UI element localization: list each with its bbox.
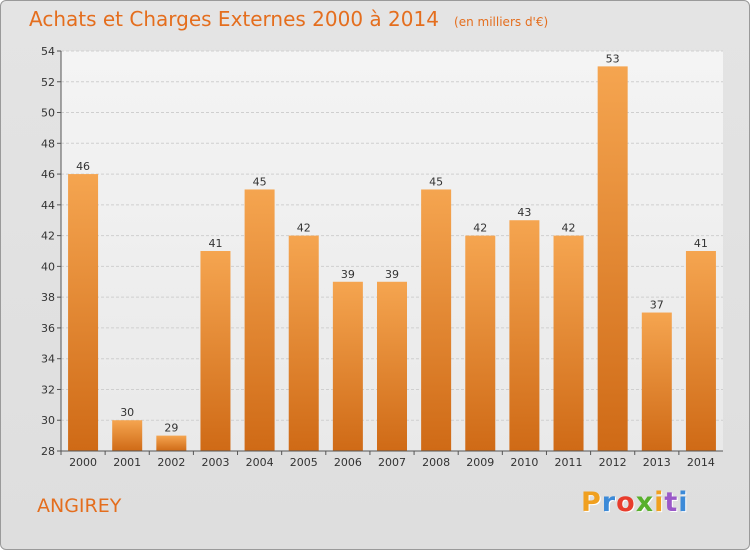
bar-2011 [553, 235, 584, 451]
value-label: 45 [253, 175, 267, 188]
x-tick-label: 2000 [69, 456, 97, 469]
x-tick-label: 2013 [643, 456, 671, 469]
x-tick-label: 2011 [555, 456, 583, 469]
y-tick-label: 50 [41, 107, 55, 120]
y-tick-label: 32 [41, 383, 55, 396]
value-label: 39 [341, 268, 355, 281]
value-label: 45 [429, 175, 443, 188]
title-main: Achats et Charges Externes 2000 à 2014 [29, 7, 439, 31]
title-unit: (en milliers d'€) [454, 15, 549, 29]
y-tick-label: 38 [41, 291, 55, 304]
x-tick-label: 2009 [466, 456, 494, 469]
value-label: 39 [385, 268, 399, 281]
y-tick-label: 42 [41, 230, 55, 243]
value-label: 42 [473, 222, 487, 235]
bar-2001 [112, 420, 143, 451]
bar-2010 [509, 220, 540, 451]
city-name: ANGIREY [37, 495, 122, 517]
y-tick-label: 48 [41, 137, 55, 150]
value-label: 53 [606, 52, 620, 65]
bar-2008 [421, 189, 452, 451]
x-tick-label: 2008 [422, 456, 450, 469]
logo-letter: P [581, 487, 602, 518]
value-label: 37 [650, 299, 664, 312]
value-label: 42 [297, 222, 311, 235]
x-tick-label: 2004 [246, 456, 274, 469]
bar-2004 [244, 189, 275, 451]
bar-2014 [685, 251, 716, 451]
x-tick-label: 2002 [157, 456, 185, 469]
value-label: 46 [76, 160, 90, 173]
bar-2007 [377, 281, 407, 451]
y-tick-label: 46 [41, 168, 55, 181]
bar-2000 [68, 174, 99, 452]
x-tick-label: 2001 [113, 456, 141, 469]
y-tick-label: 30 [41, 414, 55, 427]
value-label: 42 [562, 222, 576, 235]
value-label: 41 [208, 237, 222, 250]
bar-2006 [332, 281, 363, 451]
logo-letter: i [678, 487, 689, 518]
value-label: 43 [517, 206, 531, 219]
x-tick-label: 2010 [510, 456, 538, 469]
bar-2003 [200, 251, 231, 451]
y-tick-label: 54 [41, 45, 55, 58]
x-tick-label: 2014 [687, 456, 715, 469]
bar-2002 [156, 435, 187, 451]
y-tick-label: 36 [41, 322, 55, 335]
value-label: 41 [694, 237, 708, 250]
bar-2012 [597, 66, 628, 451]
proxiti-logo: Proxiti [581, 487, 689, 518]
axes-group: 28 30 32 34 36 38 40 42 44 46 48 50 52 54 2000 2001 2002… [41, 45, 723, 469]
y-tick-label: 40 [41, 260, 55, 273]
logo-letter: o [616, 487, 636, 518]
bar-2013 [641, 312, 672, 451]
value-label: 29 [164, 422, 178, 435]
logo-letter: t [664, 487, 679, 518]
y-tick-label: 34 [41, 353, 55, 366]
chart-title: Achats et Charges Externes 2000 à 2014 (… [29, 7, 548, 31]
y-tick-label: 52 [41, 76, 55, 89]
bars-group: 46 30 29 41 45 42 39 39 45 42 43 42 53 37 41 [68, 52, 716, 452]
bar-2005 [288, 235, 319, 451]
value-label: 30 [120, 406, 134, 419]
logo-letter: r [601, 487, 617, 518]
logo-letter: x [635, 487, 655, 518]
x-tick-label: 2006 [334, 456, 362, 469]
x-tick-label: 2005 [290, 456, 318, 469]
y-tick-label: 28 [41, 445, 55, 458]
bar-2009 [465, 235, 496, 451]
x-tick-label: 2012 [599, 456, 627, 469]
logo-letter: i [654, 487, 665, 518]
x-tick-label: 2003 [201, 456, 229, 469]
x-tick-label: 2007 [378, 456, 406, 469]
y-tick-label: 44 [41, 199, 55, 212]
